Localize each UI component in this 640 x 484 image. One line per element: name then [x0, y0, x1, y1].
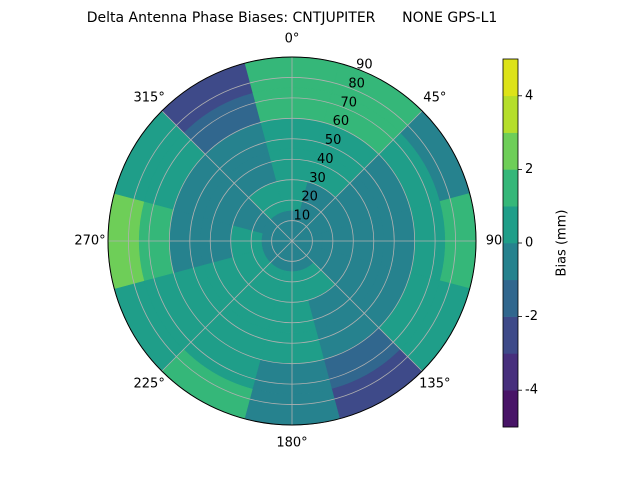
- colorbar-tick-label: 0: [525, 236, 533, 251]
- r-tick-label: 80: [348, 76, 365, 91]
- colorbar-tick-label: 4: [525, 88, 533, 103]
- r-tick-label: 50: [325, 133, 342, 148]
- grid-spoke: [291, 110, 423, 242]
- colorbar-bin: [503, 206, 518, 244]
- polar-frame: [107, 56, 477, 426]
- r-tick-label: 90: [356, 58, 373, 73]
- theta-tick-label: 225°: [134, 376, 165, 391]
- colorbar-bin: [503, 353, 518, 391]
- colorbar-bin: [503, 95, 518, 133]
- grid-spoke: [161, 110, 293, 242]
- colorbar-tick-label: -4: [525, 383, 538, 398]
- r-tick-label: 20: [301, 190, 318, 205]
- colorbar-tick-label: -2: [525, 309, 538, 324]
- grid-spoke: [291, 240, 423, 372]
- colorbar-bin: [503, 59, 518, 97]
- colorbar-label: Bias (mm): [555, 210, 570, 277]
- r-tick-label: 30: [309, 171, 326, 186]
- chart-title: Delta Antenna Phase Biases: CNTJUPITER N…: [87, 10, 498, 26]
- theta-tick-label: 315°: [134, 91, 165, 106]
- colorbar-bin: [503, 390, 518, 428]
- theta-tick-label: 0°: [285, 32, 300, 47]
- colorbar-bin: [503, 169, 518, 207]
- colorbar-tick-label: 2: [525, 162, 533, 177]
- theta-tick-label: 45°: [423, 91, 446, 106]
- theta-tick-label: 180°: [276, 436, 307, 451]
- r-tick-label: 40: [317, 152, 334, 167]
- colorbar-bin: [503, 132, 518, 170]
- colorbar-bin: [503, 279, 518, 317]
- colorbar-bin: [503, 243, 518, 281]
- theta-tick-label: 270°: [74, 234, 105, 249]
- r-tick-label: 70: [340, 95, 357, 110]
- r-tick-label: 10: [294, 209, 311, 224]
- colorbar-bin: [503, 316, 518, 354]
- r-tick-label: 60: [333, 114, 350, 129]
- theta-tick-label: 90: [486, 234, 503, 249]
- grid-spoke: [161, 240, 293, 372]
- theta-tick-label: 135°: [419, 376, 450, 391]
